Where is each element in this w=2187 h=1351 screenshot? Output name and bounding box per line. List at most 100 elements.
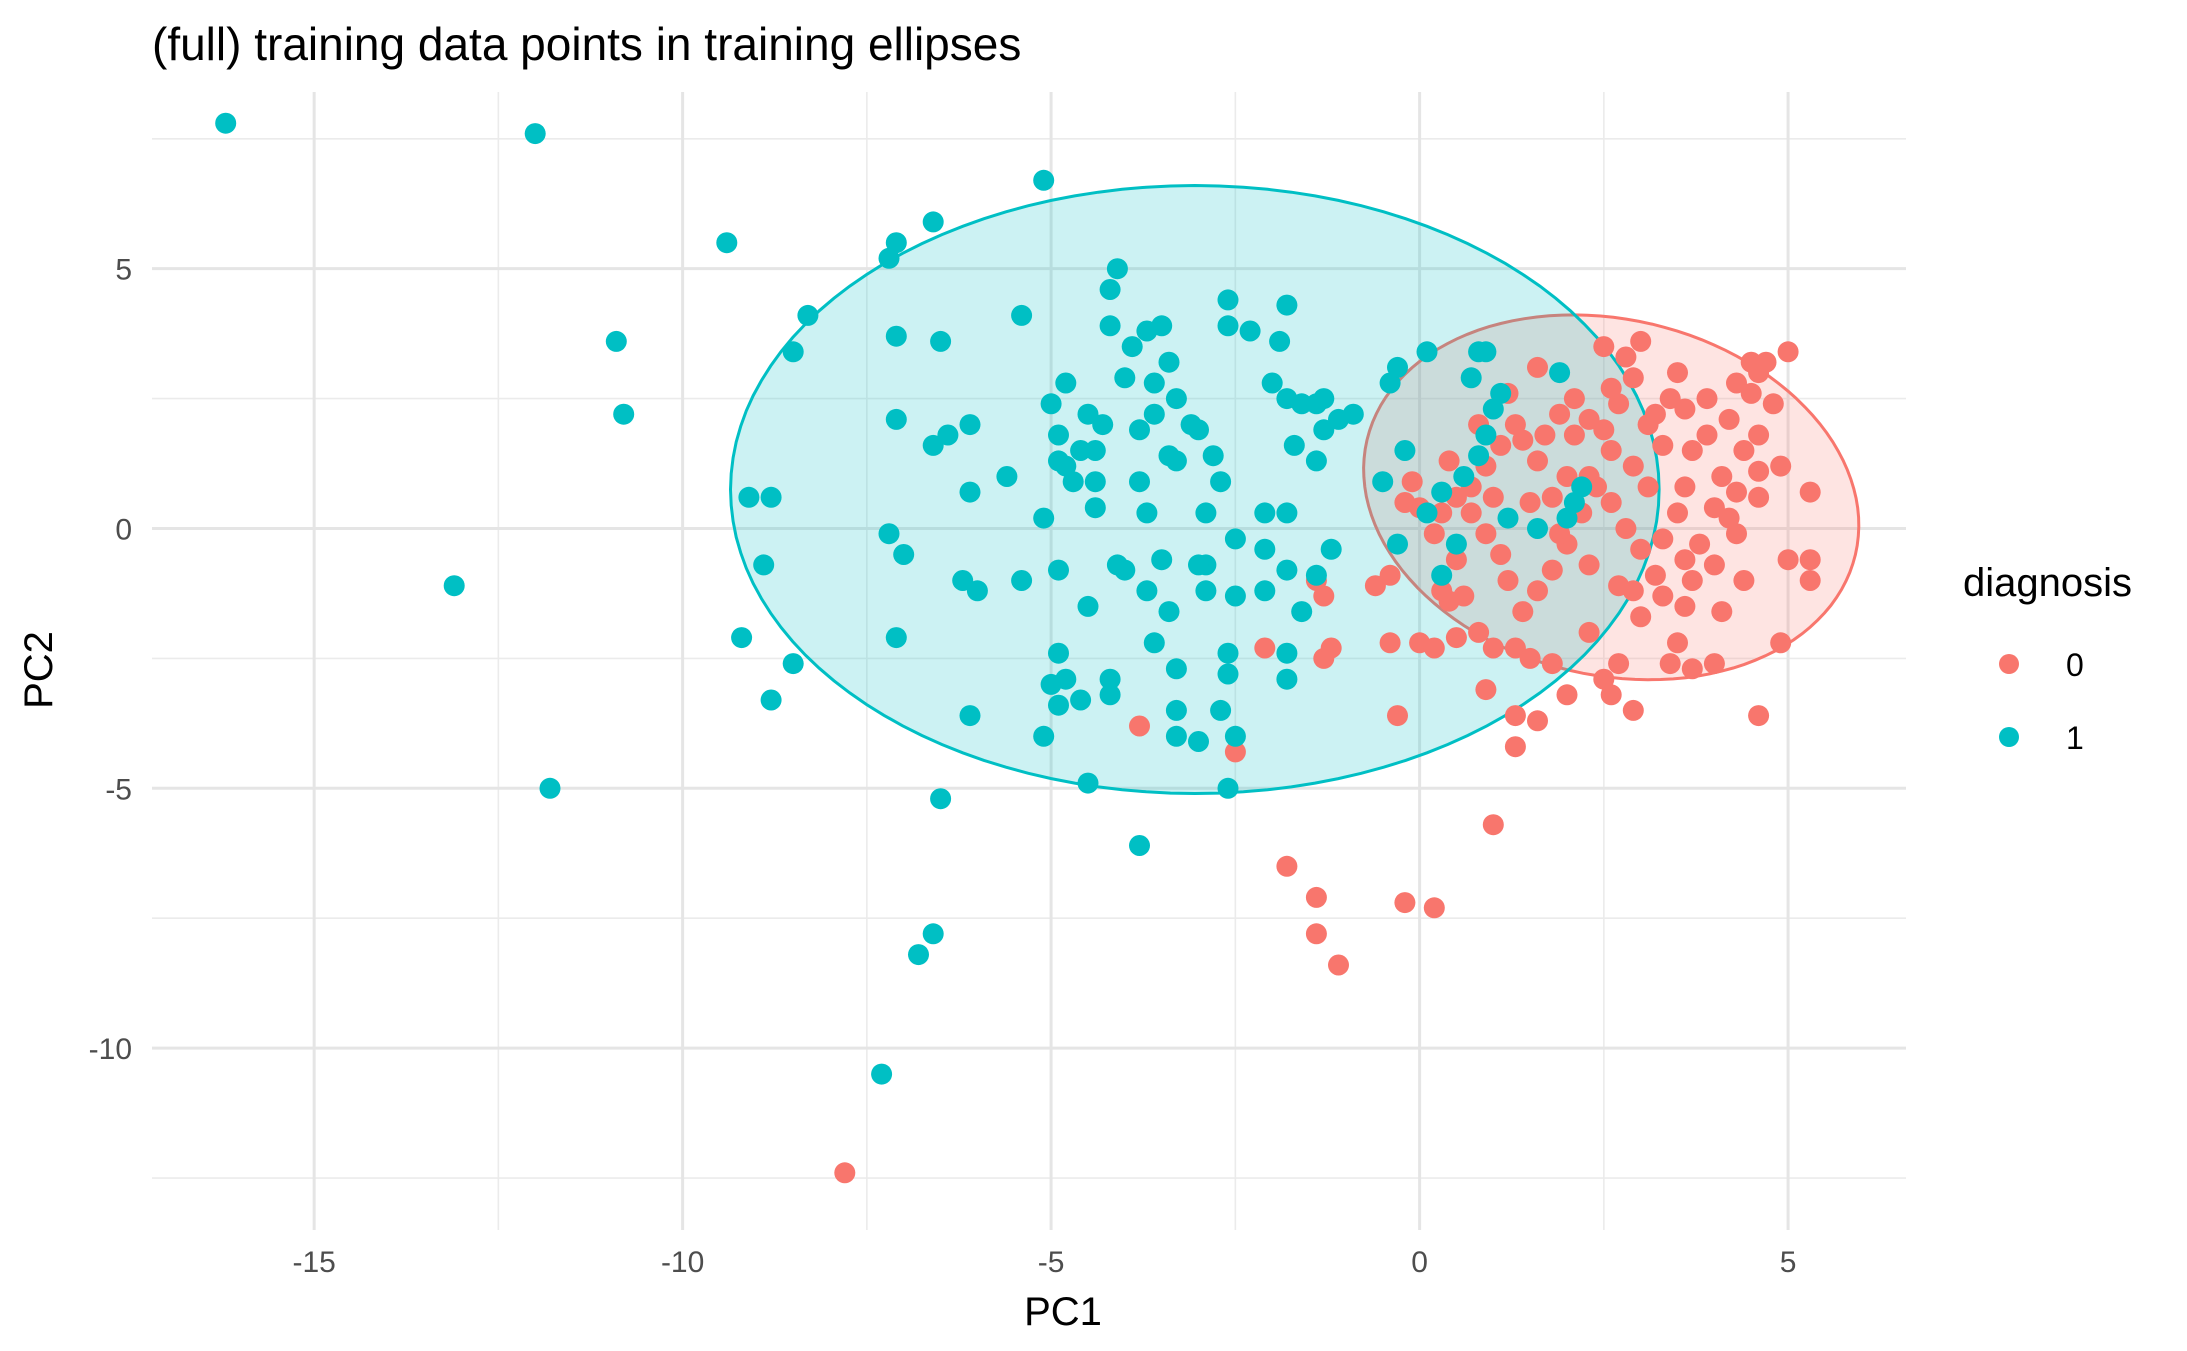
data-point-series-1 [613,403,635,425]
chart-title: (full) training data points in training … [152,18,1021,70]
data-point-series-0 [1748,705,1770,727]
data-point-series-0 [1497,570,1519,591]
data-point-series-1 [1416,502,1438,524]
data-point-series-1 [1276,559,1298,581]
data-point-series-1 [1224,528,1246,550]
data-point-series-0 [1726,523,1747,545]
data-point-series-0 [1254,637,1276,659]
data-point-series-0 [1674,595,1696,617]
data-point-series-0 [1394,492,1416,513]
data-point-series-1 [1165,450,1187,472]
data-point-series-0 [1770,455,1792,477]
data-point-series-1 [1011,304,1033,326]
data-point-series-0 [1674,398,1696,420]
x-axis-label: PC1 [1024,1290,1102,1334]
data-point-series-1 [1320,538,1342,560]
data-point-series-1 [1445,533,1467,555]
legend-label-1: 1 [2066,720,2084,756]
data-point-series-1 [731,627,753,649]
data-point-series-1 [443,575,465,597]
x-tick-label: -15 [292,1246,335,1279]
data-point-series-1 [1121,336,1143,358]
data-point-series-1 [871,1063,893,1085]
data-point-series-0 [1718,408,1740,430]
data-point-series-1 [1217,777,1239,799]
data-point-series-1 [1313,388,1335,410]
data-point-series-0 [1475,679,1497,701]
data-point-series-0 [1748,424,1770,446]
data-point-series-1 [1202,445,1224,467]
data-point-series-1 [1305,564,1327,586]
legend-swatch-0 [1999,654,2019,674]
data-point-series-1 [605,330,627,352]
data-point-series-1 [885,408,907,430]
data-point-series-1 [1077,595,1099,617]
y-tick-label: 5 [115,254,132,287]
data-point-series-1 [1129,835,1150,856]
data-point-series-1 [893,544,915,565]
y-tick-label: 0 [115,513,132,546]
data-point-series-1 [1497,507,1519,529]
data-point-series-0 [1615,518,1637,539]
data-point-series-0 [1718,507,1740,529]
data-point-series-0 [1593,668,1615,690]
data-point-series-1 [1431,481,1453,503]
data-point-series-1 [1070,440,1092,461]
data-point-series-1 [1217,642,1239,664]
data-point-series-0 [1320,637,1342,659]
data-point-series-0 [1423,523,1445,545]
data-point-series-1 [1387,356,1408,378]
data-point-series-0 [1630,606,1652,628]
data-point-series-1 [959,705,981,727]
data-point-series-1 [1549,362,1571,384]
data-point-series-1 [1048,559,1069,581]
data-point-series-1 [878,523,900,545]
data-point-series-1 [1040,673,1062,695]
major-gridlines [152,92,1906,1230]
data-point-series-0 [1799,481,1821,503]
data-point-series-0 [1762,393,1784,415]
data-point-series-1 [1033,507,1055,529]
data-point-series-0 [1755,351,1777,373]
x-tick-label: 5 [1780,1246,1797,1279]
data-point-series-0 [1423,897,1445,919]
data-point-series-0 [1622,699,1644,721]
data-point-series-0 [1652,434,1674,456]
data-point-series-1 [1136,502,1158,524]
data-point-series-0 [1394,892,1416,914]
data-point-series-1 [1165,699,1187,721]
data-point-series-1 [1305,450,1327,472]
data-point-series-0 [1608,575,1630,597]
data-point-series-1 [1048,694,1069,716]
data-point-series-1 [797,304,819,326]
data-point-series-0 [1541,559,1563,581]
data-point-series-0 [1534,424,1556,446]
x-tick-label: 0 [1411,1246,1428,1279]
data-point-series-0 [1644,564,1666,586]
data-point-series-1 [966,580,988,602]
data-point-series-1 [937,424,959,446]
data-point-series-1 [1276,668,1298,690]
data-point-series-0 [1622,367,1644,389]
data-point-series-0 [1519,647,1541,669]
data-point-series-0 [1578,408,1600,430]
data-point-series-0 [1527,580,1548,602]
data-point-series-1 [1475,424,1497,446]
data-point-series-1 [539,777,561,799]
data-point-series-1 [1151,315,1173,337]
data-point-series-0 [1652,585,1674,607]
data-point-series-0 [1726,372,1747,394]
data-point-series-0 [1504,736,1526,758]
data-point-series-0 [1431,580,1453,602]
data-point-series-0 [1748,486,1770,508]
data-point-series-1 [1254,580,1276,602]
data-point-series-0 [1630,330,1652,352]
data-point-series-0 [1600,377,1622,399]
data-point-series-1 [738,486,760,508]
data-point-series-1 [1143,372,1165,394]
data-point-series-1 [1291,393,1313,415]
data-point-series-1 [1475,341,1497,363]
data-point-series-1 [1165,658,1187,680]
data-point-series-1 [1099,684,1121,706]
data-point-series-0 [834,1162,856,1184]
